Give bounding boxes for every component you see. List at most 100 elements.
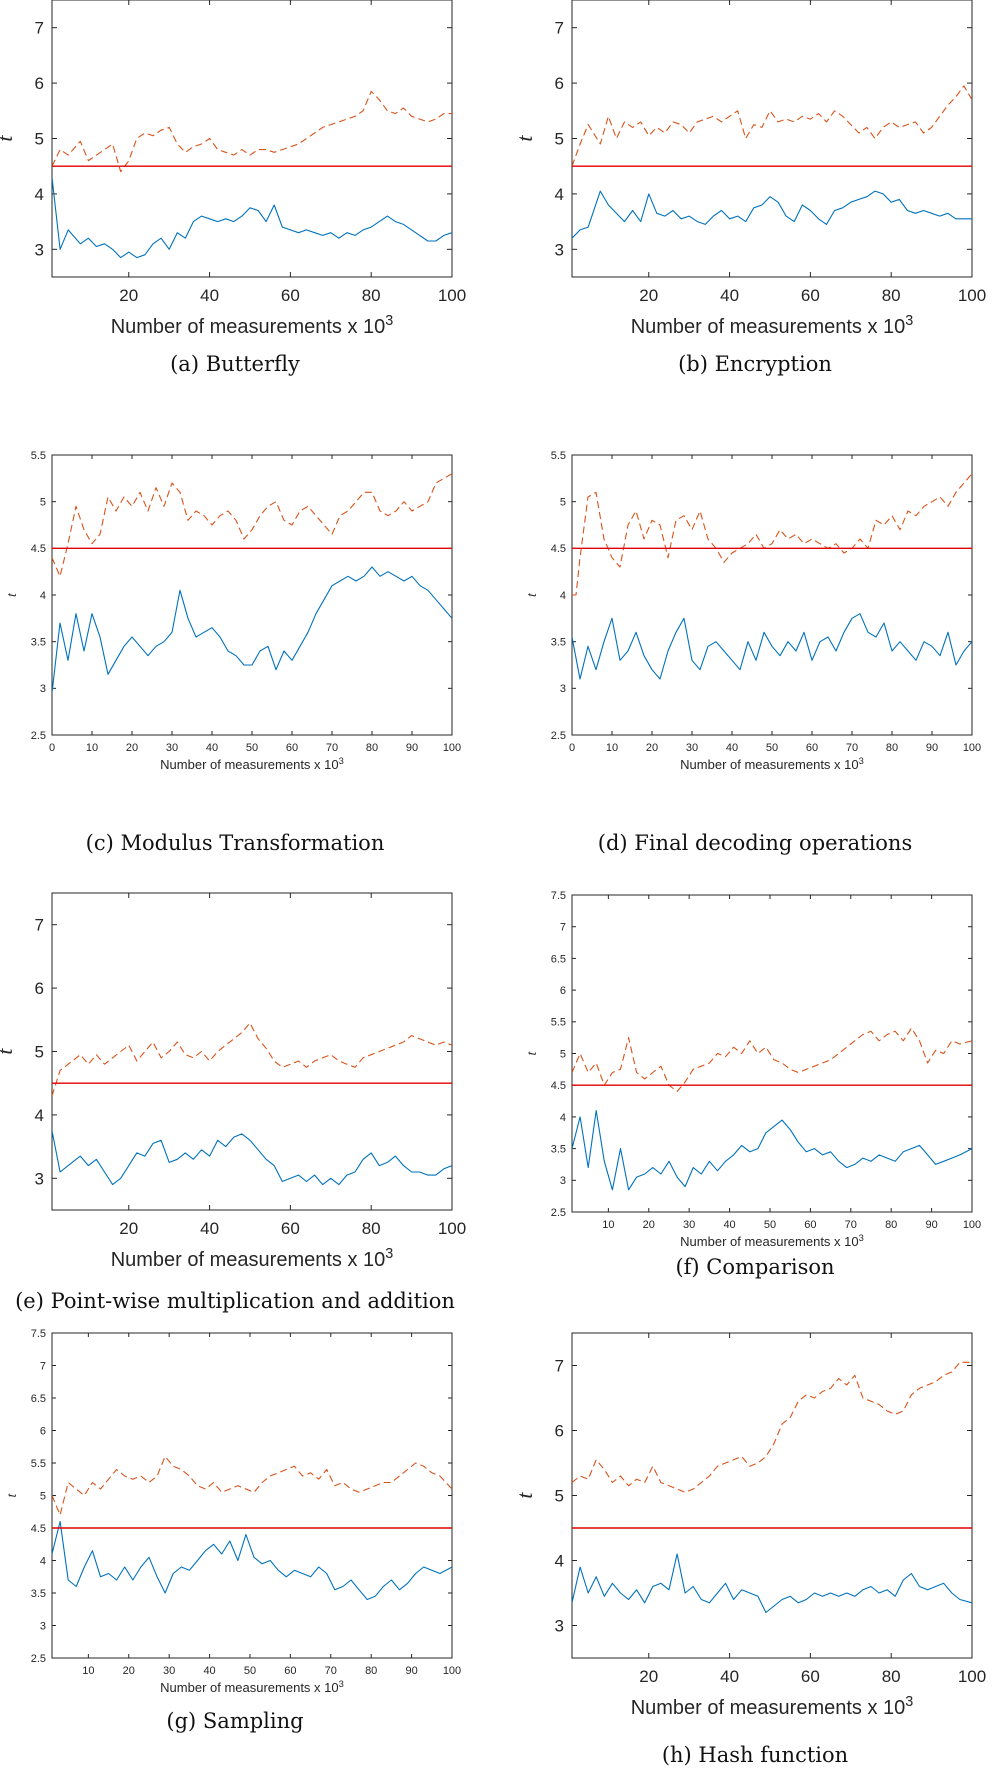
x-axis-label: Number of measurements x 103 — [160, 756, 344, 772]
x-tick-label: 80 — [362, 1219, 381, 1238]
y-tick-label: 3.5 — [551, 637, 566, 649]
x-tick-label: 40 — [723, 1219, 735, 1231]
plot-area — [571, 1332, 973, 1659]
x-tick-label: 60 — [284, 1665, 296, 1677]
y-tick-label: 7 — [560, 922, 566, 934]
x-axis-label-exponent: 3 — [905, 313, 913, 329]
x-tick-label: 60 — [801, 286, 820, 305]
x-tick-label: 40 — [720, 1667, 739, 1686]
plot-area — [51, 454, 453, 736]
chart-f: 10 20 30 40 50 60 70 80 90 100 2.5 3 3.5 4 4.5 5 5.5 6 6.5… — [525, 890, 981, 1249]
series-solid-line — [572, 613, 972, 680]
y-tick-label: 6 — [560, 985, 566, 997]
x-axis-label-text: Number of measurements x 10 — [111, 1249, 386, 1271]
y-tick-label: 4.5 — [31, 1523, 46, 1535]
x-tick-label: 60 — [806, 742, 818, 754]
series-dashed-line — [572, 85, 972, 167]
y-tick-label: 7 — [35, 19, 44, 38]
x-tick-label: 30 — [163, 1665, 175, 1677]
x-axis-label-text: Number of measurements x 10 — [160, 1680, 338, 1695]
x-tick-label: 10 — [86, 742, 98, 754]
x-tick-label: 20 — [643, 1219, 655, 1231]
chart-panel-h: 20 40 60 80 100 3 4 5 6 7 t Number of measurements … — [512, 1332, 990, 1773]
x-axis-label-exponent: 3 — [385, 313, 393, 329]
series-solid-line — [572, 1110, 972, 1191]
x-axis-label: Number of measurements x 103 — [631, 313, 914, 338]
y-tick-label: 3 — [560, 683, 566, 695]
x-tick-label: 10 — [82, 1665, 94, 1677]
y-tick-label: 4.5 — [551, 1080, 566, 1092]
x-tick-label: 90 — [926, 742, 938, 754]
y-tick-label: 7 — [35, 916, 44, 935]
y-tick-label: 3 — [35, 1169, 44, 1188]
x-axis-label: Number of measurements x 103 — [631, 1694, 914, 1719]
y-tick-label: 5 — [35, 1042, 44, 1061]
chart-c: 0 10 20 30 40 50 60 70 80 90 100 2.5 3 3.5 4 4.5 5 5.5 t Nu… — [5, 450, 461, 772]
y-axis-label: t — [512, 1492, 537, 1499]
x-tick-label: 70 — [325, 1665, 337, 1677]
series-dashed-line — [572, 1027, 972, 1093]
x-tick-label: 80 — [362, 286, 381, 305]
chart-panel-f: 10 20 30 40 50 60 70 80 90 100 2.5 3 3.5 4 4.5 5 5.5 6 6.5… — [520, 890, 990, 1285]
figure-caption-b: (b) Encryption — [678, 352, 832, 376]
y-tick-label: 3.5 — [31, 1588, 46, 1600]
y-tick-label: 3.5 — [551, 1143, 566, 1155]
y-tick-label: 4 — [40, 590, 46, 602]
chart-panel-d: 0 10 20 30 40 50 60 70 80 90 100 2.5 3 3.5 4 4.5 5 5.5 t Nu… — [520, 450, 990, 861]
series-dashed-line — [52, 1022, 452, 1097]
y-tick-label: 7.5 — [31, 1328, 46, 1340]
x-tick-label: 30 — [683, 1219, 695, 1231]
y-tick-label: 7.5 — [551, 890, 566, 902]
series-dashed-line — [52, 473, 452, 577]
x-tick-label: 100 — [438, 1219, 466, 1238]
x-tick-label: 10 — [602, 1219, 614, 1231]
y-axis-label: t — [5, 1492, 20, 1497]
x-tick-label: 100 — [438, 286, 466, 305]
x-axis-label-text: Number of measurements x 10 — [631, 316, 906, 338]
x-tick-label: 80 — [882, 286, 901, 305]
x-tick-label: 80 — [882, 1667, 901, 1686]
chart-a: 20 40 60 80 100 3 4 5 6 7 t Number of measurements … — [0, 0, 466, 338]
x-tick-label: 80 — [366, 742, 378, 754]
x-tick-label: 50 — [764, 1219, 776, 1231]
x-tick-label: 20 — [639, 286, 658, 305]
x-tick-label: 100 — [958, 1667, 986, 1686]
x-tick-label: 10 — [606, 742, 618, 754]
x-axis-label-exponent: 3 — [859, 756, 864, 766]
series-solid-line — [572, 190, 972, 239]
x-tick-label: 60 — [281, 1219, 300, 1238]
x-tick-label: 90 — [925, 1219, 937, 1231]
y-tick-label: 7 — [40, 1360, 46, 1372]
series-solid-line — [52, 177, 452, 259]
y-tick-label: 2.5 — [31, 1653, 46, 1665]
figure-caption-a: (a) Butterfly — [170, 352, 300, 376]
chart-e: 20 40 60 80 100 3 4 5 6 7 t Number of measurements … — [0, 892, 466, 1271]
x-tick-label: 100 — [443, 742, 461, 754]
y-tick-label: 5 — [555, 129, 564, 148]
x-tick-label: 60 — [286, 742, 298, 754]
x-tick-label: 20 — [126, 742, 138, 754]
x-tick-label: 50 — [246, 742, 258, 754]
y-tick-label: 5.5 — [551, 1017, 566, 1029]
y-tick-label: 5.5 — [31, 1458, 46, 1470]
x-tick-label: 20 — [119, 286, 138, 305]
y-axis-label: t — [0, 135, 17, 142]
y-tick-label: 4 — [555, 185, 564, 204]
plot-area — [51, 1332, 453, 1659]
x-tick-label: 30 — [166, 742, 178, 754]
x-axis-label-text: Number of measurements x 10 — [680, 757, 858, 772]
x-axis-label-text: Number of measurements x 10 — [160, 757, 338, 772]
x-tick-label: 60 — [801, 1667, 820, 1686]
x-tick-label: 100 — [958, 286, 986, 305]
series-solid-line — [52, 1130, 452, 1186]
plot-area — [571, 0, 973, 278]
y-tick-label: 5 — [35, 129, 44, 148]
chart-b: 20 40 60 80 100 3 4 5 6 7 t Number of measurements … — [512, 0, 986, 338]
plot-area — [51, 892, 453, 1211]
x-tick-label: 80 — [365, 1665, 377, 1677]
y-tick-label: 4 — [560, 1112, 566, 1124]
y-tick-label: 5.5 — [31, 450, 46, 462]
y-tick-label: 4 — [555, 1551, 564, 1570]
x-tick-label: 40 — [726, 742, 738, 754]
figure-caption-d: (d) Final decoding operations — [597, 831, 913, 855]
